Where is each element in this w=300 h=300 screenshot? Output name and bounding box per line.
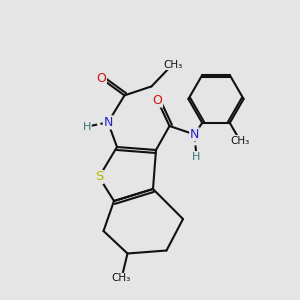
Text: CH₃: CH₃ bbox=[163, 59, 182, 70]
Text: N: N bbox=[103, 116, 113, 129]
Text: O: O bbox=[97, 72, 106, 85]
Text: H: H bbox=[83, 122, 91, 132]
Text: O: O bbox=[153, 94, 162, 107]
Text: N: N bbox=[190, 128, 199, 141]
Text: H: H bbox=[192, 152, 201, 162]
Text: CH₃: CH₃ bbox=[112, 273, 131, 284]
Text: S: S bbox=[95, 170, 103, 184]
Text: CH₃: CH₃ bbox=[230, 136, 250, 146]
